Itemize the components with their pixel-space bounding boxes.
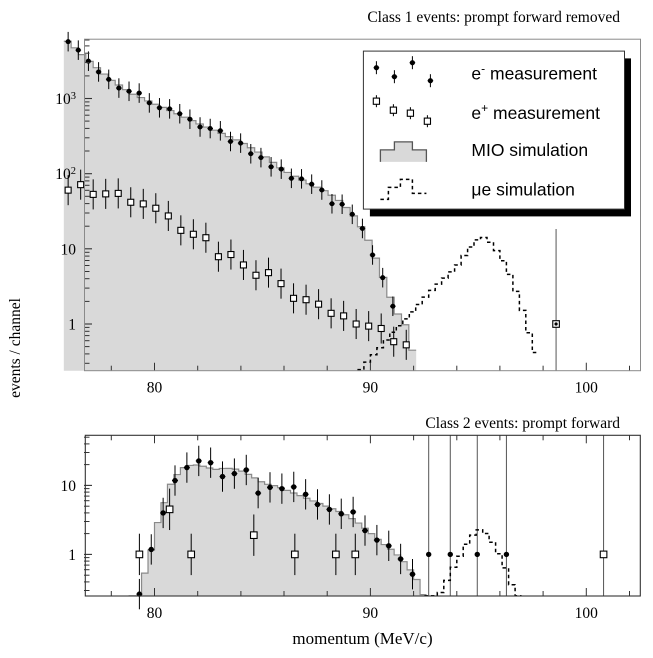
svg-text:80: 80 <box>147 605 163 622</box>
svg-text:90: 90 <box>363 605 379 622</box>
svg-text:μe simulation: μe simulation <box>471 179 574 199</box>
svg-text:10: 10 <box>61 241 77 258</box>
svg-text:90: 90 <box>363 380 379 397</box>
svg-text:100: 100 <box>575 380 599 397</box>
svg-text:e+ measurement: e+ measurement <box>471 101 600 123</box>
svg-text:Class 2 events: prompt forward: Class 2 events: prompt forward <box>425 415 620 432</box>
svg-text:e- measurement: e- measurement <box>471 62 597 84</box>
svg-text:10: 10 <box>61 478 77 495</box>
svg-text:1: 1 <box>68 317 76 334</box>
svg-text:momentum (MeV/c): momentum (MeV/c) <box>292 629 432 648</box>
svg-text:100: 100 <box>575 605 599 622</box>
svg-text:Class 1 events: prompt forward: Class 1 events: prompt forward removed <box>367 9 620 26</box>
svg-text:events / channel: events / channel <box>7 298 24 398</box>
svg-text:MIO simulation: MIO simulation <box>471 140 588 160</box>
svg-text:1: 1 <box>68 547 76 564</box>
svg-text:80: 80 <box>147 380 163 397</box>
